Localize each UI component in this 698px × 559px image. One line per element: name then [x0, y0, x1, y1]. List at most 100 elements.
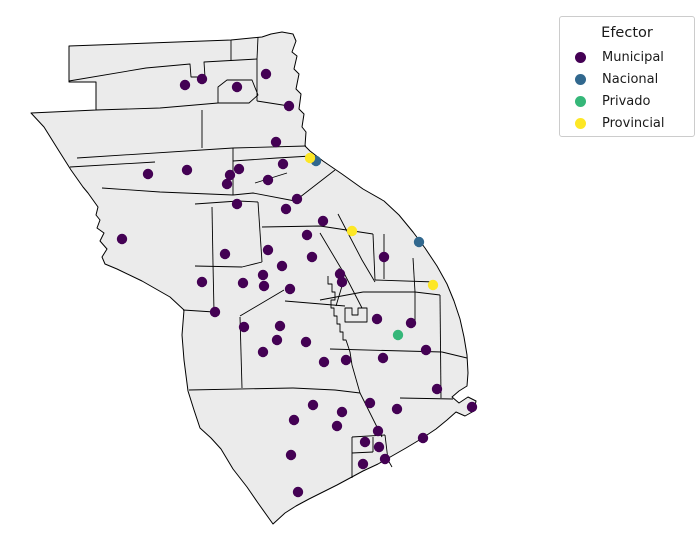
facility-point-municipal — [373, 441, 385, 453]
facility-point-municipal — [116, 233, 128, 245]
district-boundary-line — [319, 291, 364, 301]
facility-point-municipal — [340, 354, 352, 366]
facility-point-municipal — [377, 352, 389, 364]
facility-point-municipal — [306, 251, 318, 263]
facility-point-municipal — [357, 458, 369, 470]
legend-item-label: Privado — [602, 93, 651, 109]
district-boundary-line — [292, 387, 361, 394]
district-boundary-line — [337, 213, 376, 283]
facility-point-municipal — [238, 321, 250, 333]
facility-point-municipal — [301, 229, 313, 241]
facility-point-municipal — [276, 260, 288, 272]
facility-point-municipal — [359, 436, 371, 448]
facility-point-municipal — [378, 251, 390, 263]
district-boundary-line — [182, 309, 215, 313]
district-boundary-line — [188, 387, 294, 391]
facility-point-municipal — [257, 346, 269, 358]
legend-swatch-nacional — [575, 73, 586, 85]
facility-point-municipal — [181, 164, 193, 176]
facility-point-municipal — [331, 420, 343, 432]
facility-point-municipal — [307, 399, 319, 411]
legend-swatch-provincial — [575, 117, 586, 129]
facility-point-municipal — [231, 198, 243, 210]
district-boundary-line — [194, 261, 263, 268]
facility-point-municipal — [257, 269, 269, 281]
facility-point-municipal — [262, 174, 274, 186]
facility-point-municipal — [196, 276, 208, 288]
district-boundary-line — [76, 147, 234, 159]
facility-point-municipal — [364, 397, 376, 409]
legend-item-label: Municipal — [602, 49, 664, 65]
district-boundary-line — [95, 102, 219, 111]
facility-point-municipal — [224, 169, 236, 181]
facility-point-municipal — [391, 403, 403, 415]
district-boundary-line — [212, 263, 215, 313]
facility-point-municipal — [317, 215, 329, 227]
district-boundary-line — [327, 276, 353, 366]
district-boundary-line — [439, 294, 442, 399]
district-boundary-line — [374, 279, 436, 283]
facility-point-provincial — [427, 279, 439, 291]
district-boundary-line — [101, 187, 234, 196]
facility-point-municipal — [270, 136, 282, 148]
facility-point-municipal — [379, 453, 391, 465]
facility-point-municipal — [274, 320, 286, 332]
legend-items: Municipal Nacional Privado Provincial — [560, 46, 694, 134]
facility-point-municipal — [237, 277, 249, 289]
legend-item-privado: Privado — [560, 90, 694, 112]
facility-point-municipal — [260, 68, 272, 80]
district-boundary-line — [68, 58, 258, 82]
district-boundary-line — [232, 145, 307, 149]
legend-swatch-municipal — [575, 51, 586, 63]
facility-point-provincial — [304, 152, 316, 164]
facility-point-municipal — [334, 268, 346, 280]
facility-point-municipal — [336, 406, 348, 418]
facility-point-municipal — [280, 203, 292, 215]
legend-title: Efector — [601, 25, 653, 41]
facility-point-municipal — [233, 163, 245, 175]
facility-point-municipal — [288, 414, 300, 426]
district-outer-boundary — [30, 31, 477, 525]
legend-item-municipal: Municipal — [560, 46, 694, 68]
facility-point-municipal — [300, 336, 312, 348]
facility-point-municipal — [420, 344, 432, 356]
district-boundary-line — [412, 257, 416, 293]
facility-point-nacional — [413, 236, 425, 248]
facility-point-municipal — [372, 425, 384, 437]
facility-point-municipal — [417, 432, 429, 444]
facility-point-municipal — [209, 306, 221, 318]
facility-point-municipal — [283, 100, 295, 112]
facility-point-municipal — [284, 283, 296, 295]
facility-point-municipal — [405, 317, 417, 329]
facility-point-municipal — [196, 73, 208, 85]
district-boundary-line — [239, 289, 285, 317]
facility-point-municipal — [466, 401, 478, 413]
district-boundary-line — [284, 300, 346, 307]
facility-point-municipal — [142, 168, 154, 180]
facility-point-municipal — [285, 449, 297, 461]
district-boundary-line — [232, 169, 336, 202]
district-boundary-line — [232, 155, 312, 162]
legend: Efector Municipal Nacional Privado Provinci… — [559, 16, 695, 137]
facility-point-municipal — [219, 248, 231, 260]
district-boundary-line — [257, 201, 263, 263]
facility-point-municipal — [277, 158, 289, 170]
legend-item-label: Provincial — [602, 115, 665, 131]
facility-point-municipal — [291, 193, 303, 205]
legend-item-nacional: Nacional — [560, 68, 694, 90]
facility-point-municipal — [318, 356, 330, 368]
district-boundary-line — [441, 351, 468, 359]
facility-point-provincial — [346, 225, 358, 237]
facility-point-municipal — [179, 79, 191, 91]
district-boundary-line — [217, 79, 259, 104]
district-boundary-line — [351, 364, 383, 438]
facility-point-municipal — [231, 81, 243, 93]
facility-point-municipal — [431, 383, 443, 395]
facility-point-municipal — [336, 276, 348, 288]
legend-item-provincial: Provincial — [560, 112, 694, 134]
facility-point-municipal — [221, 178, 233, 190]
district-boundary-line — [256, 36, 259, 60]
district-boundary-line — [256, 100, 290, 107]
legend-swatch-privado — [575, 95, 586, 107]
